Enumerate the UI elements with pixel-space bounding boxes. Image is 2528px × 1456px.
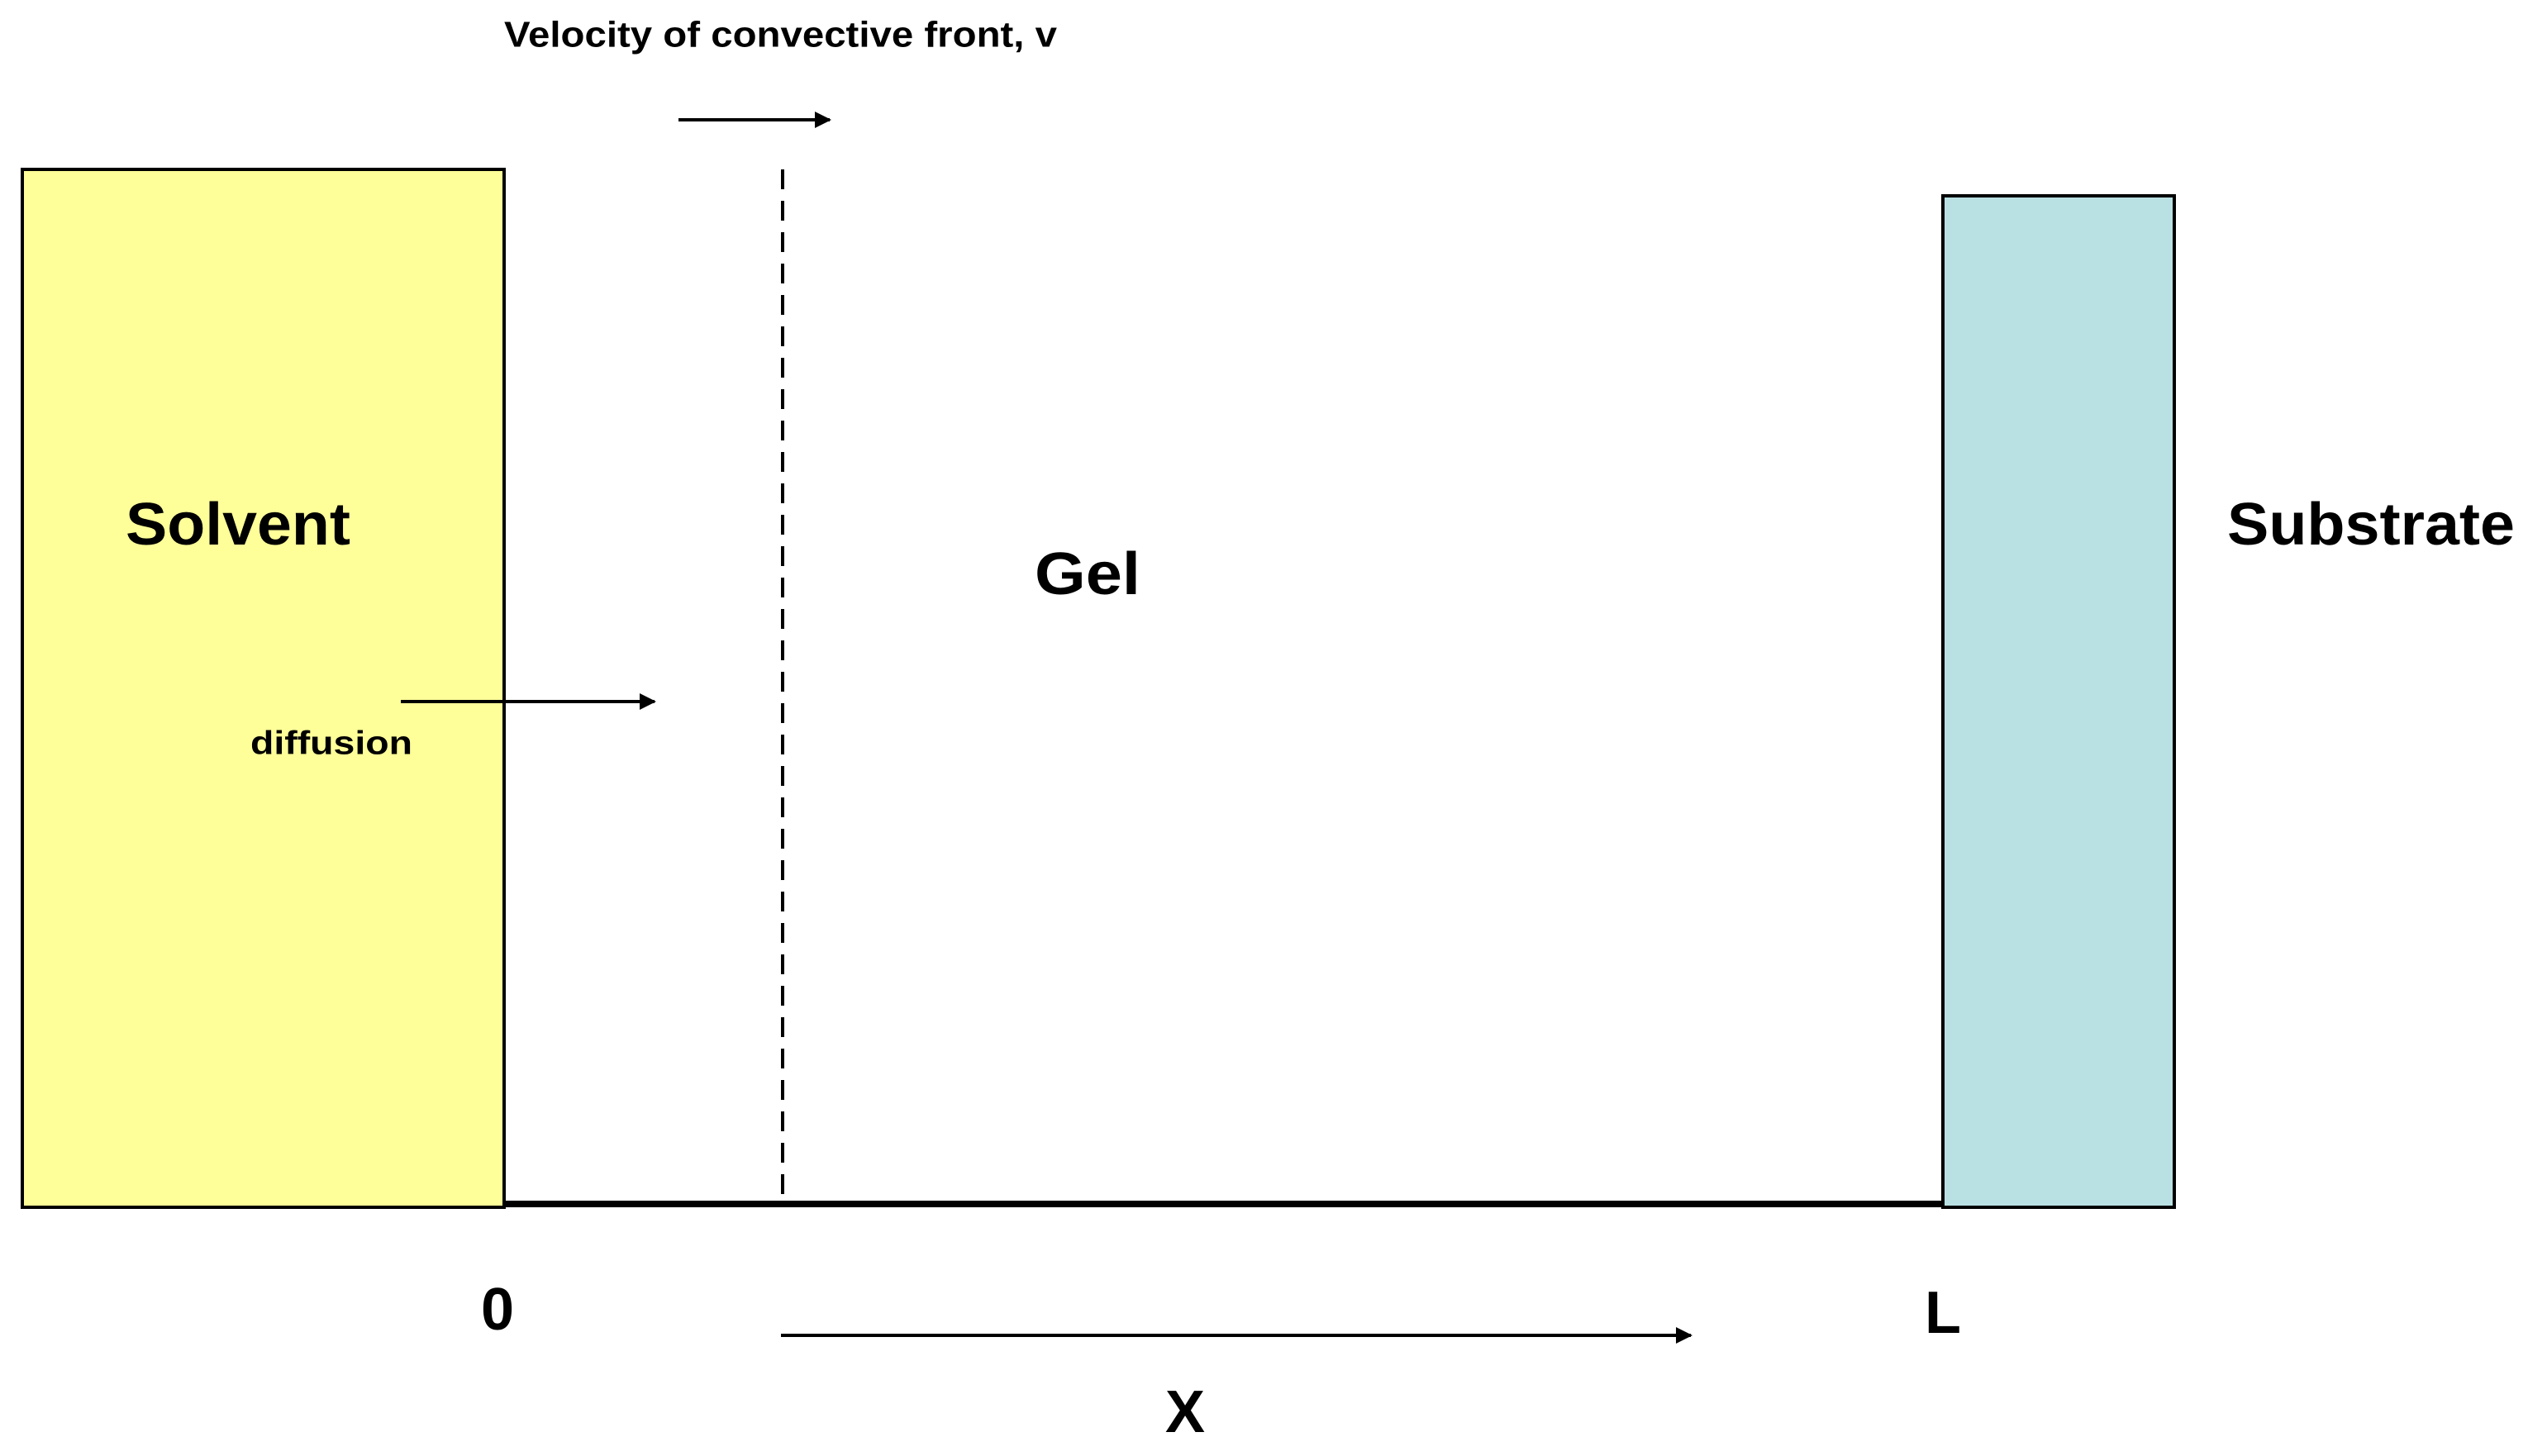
length-label: L (1925, 1280, 1961, 1346)
substrate-block (1941, 194, 2176, 1209)
origin-label: 0 (481, 1277, 514, 1343)
solvent-label: Solvent (126, 492, 350, 558)
velocity-label: Velocity of convective front, v (504, 15, 1058, 55)
diffusion-label: diffusion (250, 726, 412, 762)
substrate-label: Substrate (2227, 492, 2515, 558)
axis-label: X (1165, 1379, 1205, 1445)
gel-label: Gel (1035, 541, 1140, 607)
solvent-block (21, 168, 506, 1209)
